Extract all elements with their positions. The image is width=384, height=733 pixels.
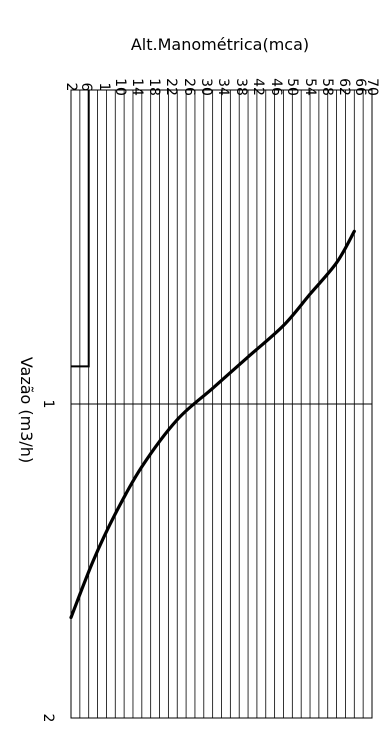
y-tick-label: 2	[63, 83, 79, 92]
reference-line	[71, 90, 90, 368]
y-tick-label: 10	[112, 78, 128, 96]
vertical-grid	[70, 90, 373, 719]
x-tick-label: 1	[40, 400, 56, 409]
y-tick-label: 22	[163, 78, 179, 96]
performance-curve	[69, 229, 356, 620]
series-layer	[69, 90, 356, 620]
y-tick-label: 30	[198, 78, 214, 96]
y-tick-label: 26	[181, 78, 197, 96]
y-tick-label: 62	[336, 78, 352, 96]
y-tick-label: 46	[268, 78, 284, 96]
y-tick-label: 66	[352, 78, 368, 96]
y-tick-label: 42	[250, 78, 266, 96]
x-tick-labels: 12	[40, 400, 56, 723]
y-tick-label: 38	[233, 78, 249, 96]
y-tick-label: 6	[78, 83, 94, 92]
x-tick-label: 2	[40, 714, 56, 723]
y-tick-label: 14	[129, 78, 145, 96]
y-tick-label: 50	[284, 78, 300, 96]
y-tick-label: 18	[146, 78, 162, 96]
x-axis-label: Vazão (m3/h)	[17, 357, 36, 463]
y-tick-label: 70	[364, 78, 380, 96]
y-tick-label: 34	[215, 78, 231, 96]
y-tick-label: 54	[302, 78, 318, 96]
y-tick-label: 58	[319, 78, 335, 96]
y-tick-label: 1	[96, 83, 112, 92]
y-axis-label: Alt.Manométrica(mca)	[131, 35, 309, 54]
